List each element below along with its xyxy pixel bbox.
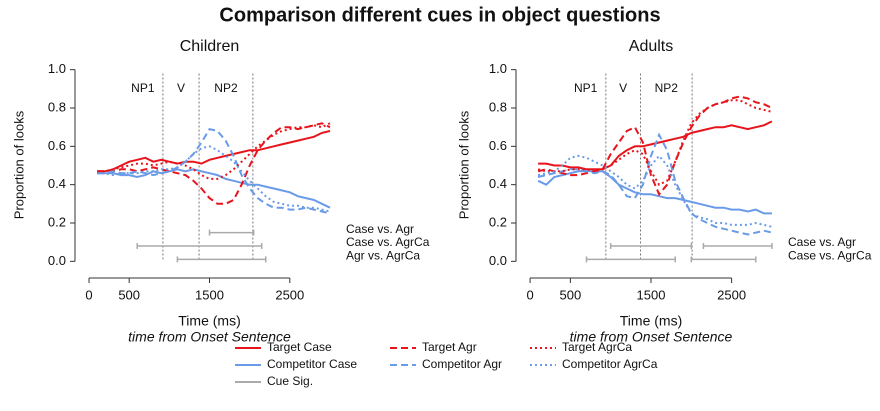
legend-label: Target Agr — [422, 340, 477, 354]
y-tick-label: 0.2 — [489, 214, 507, 229]
legend-label: Competitor Agr — [422, 357, 502, 371]
y-tick-label: 0.6 — [489, 138, 507, 153]
sig-label: Agr vs. AgrCa — [346, 249, 420, 263]
sig-label: Case vs. AgrCa — [346, 235, 430, 249]
series-line — [97, 145, 331, 213]
y-tick-label: 0.0 — [48, 253, 66, 268]
y-tick-label: 0.0 — [489, 253, 507, 268]
y-tick-label: 1.0 — [489, 61, 507, 76]
sig-label: Case vs. AgrCa — [788, 249, 872, 263]
region-label: V — [619, 81, 627, 95]
y-axis-label: Proportion of looks — [456, 110, 471, 219]
region-label: NP2 — [655, 81, 679, 95]
x-axis-label: Time (ms) — [178, 313, 240, 329]
panel-title: Adults — [629, 38, 673, 55]
y-tick-label: 0.4 — [489, 176, 507, 191]
x-axis-sublabel: time from Onset Sentence — [570, 329, 733, 345]
x-tick-label: 1500 — [195, 287, 224, 302]
x-tick-label: 0 — [85, 287, 92, 302]
x-tick-label: 500 — [560, 287, 582, 302]
figure-title: Comparison different cues in object ques… — [219, 4, 660, 26]
x-tick-label: 500 — [118, 287, 140, 302]
legend-label: Target Case — [267, 340, 332, 354]
y-tick-label: 0.2 — [48, 214, 66, 229]
series-line — [537, 154, 773, 228]
x-tick-label: 1500 — [637, 287, 666, 302]
y-tick-label: 1.0 — [48, 61, 66, 76]
series-line — [97, 168, 331, 209]
series-line — [537, 170, 772, 215]
series-line — [537, 132, 773, 236]
sig-label: Case vs. Agr — [788, 235, 856, 249]
x-tick-label: 2500 — [275, 287, 304, 302]
x-tick-label: 0 — [526, 287, 533, 302]
y-tick-label: 0.8 — [489, 99, 507, 114]
region-label: NP2 — [214, 81, 238, 95]
region-label: V — [177, 81, 185, 95]
y-tick-label: 0.6 — [48, 138, 66, 153]
y-tick-label: 0.8 — [48, 99, 66, 114]
legend-label: Cue Sig. — [267, 374, 313, 388]
x-axis-label: Time (ms) — [620, 313, 682, 329]
y-tick-label: 0.4 — [48, 176, 66, 191]
x-tick-label: 2500 — [717, 287, 746, 302]
legend-label: Competitor Case — [267, 357, 357, 371]
region-label: NP1 — [574, 81, 598, 95]
sig-label: Case vs. Agr — [346, 222, 414, 236]
series-line — [97, 122, 331, 205]
legend-label: Target AgrCa — [562, 340, 632, 354]
series-line — [97, 127, 331, 215]
panel-title: Children — [180, 38, 240, 55]
series-line — [96, 122, 331, 180]
x-axis-sublabel: time from Onset Sentence — [128, 329, 291, 345]
series-line — [97, 130, 331, 173]
legend-label: Competitor AgrCa — [562, 357, 658, 371]
series-line — [537, 95, 773, 197]
region-label: NP1 — [131, 81, 155, 95]
y-axis-label: Proportion of looks — [11, 110, 26, 219]
